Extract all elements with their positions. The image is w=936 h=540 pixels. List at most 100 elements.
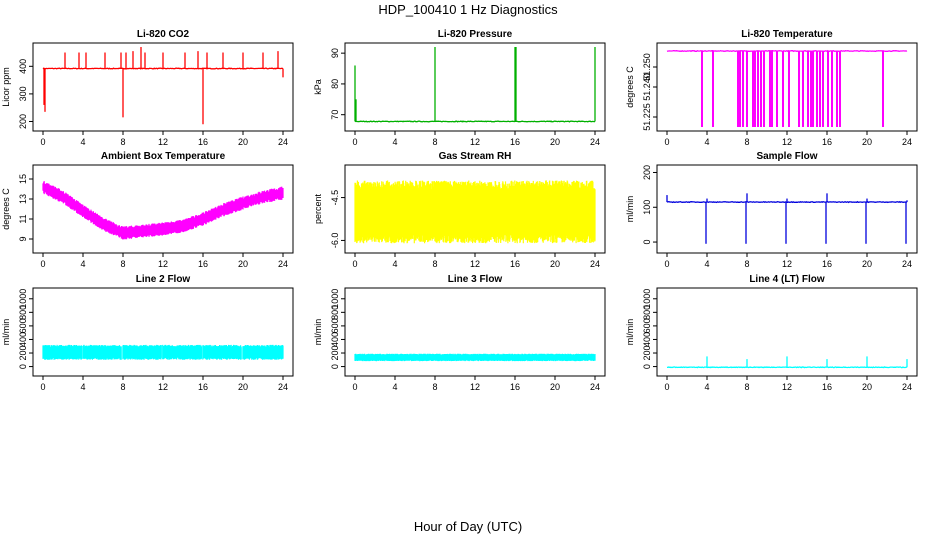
series-band bbox=[42, 181, 284, 240]
x-tick-label: 24 bbox=[590, 382, 600, 392]
panel-4: Ambient Box Temperature degrees C 0 4 8 12 16 2… bbox=[1, 151, 294, 269]
x-tick-label: 4 bbox=[392, 382, 397, 392]
y-axis-label: ml/min bbox=[625, 319, 635, 346]
y-tick-label: 15 bbox=[18, 174, 28, 184]
panel-3: Li-820 Temperature degrees C 0 4 8 12 16 20 24 51… bbox=[625, 29, 918, 147]
y-tick-label: 0 bbox=[642, 364, 652, 369]
x-tick-label: 24 bbox=[590, 137, 600, 147]
x-tick-label: 4 bbox=[704, 137, 709, 147]
panel-title: Line 2 Flow bbox=[136, 274, 191, 285]
x-tick-label: 24 bbox=[902, 259, 912, 269]
y-tick-label: 9 bbox=[18, 236, 28, 241]
x-tick-label: 20 bbox=[862, 382, 872, 392]
panel-2: Li-820 Pressure kPa 0 4 8 12 16 20 24 70 80 90 bbox=[313, 29, 606, 147]
panel-title: Li-820 CO2 bbox=[137, 29, 190, 40]
x-tick-label: 0 bbox=[352, 137, 357, 147]
y-axis-label: ml/min bbox=[625, 196, 635, 223]
y-tick-label: 51.240 bbox=[642, 73, 652, 101]
y-tick-label: 70 bbox=[330, 110, 340, 120]
x-tick-label: 4 bbox=[392, 259, 397, 269]
panel-title: Li-820 Temperature bbox=[741, 29, 833, 40]
x-tick-label: 8 bbox=[432, 137, 437, 147]
x-tick-label: 20 bbox=[862, 259, 872, 269]
x-tick-label: 16 bbox=[198, 137, 208, 147]
plot-frame bbox=[32, 287, 294, 377]
y-tick-label: 0 bbox=[18, 364, 28, 369]
x-tick-label: 16 bbox=[510, 382, 520, 392]
y-axis-label: Licor ppm bbox=[1, 67, 11, 107]
y-tick-label: 600 bbox=[18, 318, 28, 333]
x-tick-label: 20 bbox=[550, 259, 560, 269]
x-tick-label: 20 bbox=[238, 382, 248, 392]
plot-frame bbox=[656, 42, 918, 132]
x-tick-label: 20 bbox=[862, 137, 872, 147]
x-tick-label: 12 bbox=[158, 382, 168, 392]
y-tick-label: 0 bbox=[642, 240, 652, 245]
y-tick-label: 600 bbox=[330, 318, 340, 333]
x-tick-label: 0 bbox=[352, 259, 357, 269]
y-tick-label: 200 bbox=[18, 346, 28, 361]
x-tick-label: 12 bbox=[782, 137, 792, 147]
y-axis-label: kPa bbox=[313, 79, 323, 95]
y-tick-label: 600 bbox=[642, 318, 652, 333]
x-tick-label: 8 bbox=[120, 137, 125, 147]
x-tick-label: 12 bbox=[158, 259, 168, 269]
series-band bbox=[354, 353, 596, 362]
y-tick-label: 800 bbox=[18, 305, 28, 320]
panel-7: Line 2 Flow ml/min 0 4 8 12 16 20 24 0 20040060080… bbox=[1, 274, 294, 392]
x-tick-label: 16 bbox=[510, 259, 520, 269]
x-tick-label: 4 bbox=[704, 259, 709, 269]
x-tick-label: 24 bbox=[278, 259, 288, 269]
y-axis-label: ml/min bbox=[1, 319, 11, 346]
y-tick-label: 100 bbox=[642, 200, 652, 215]
x-tick-label: 8 bbox=[744, 259, 749, 269]
x-tick-label: 0 bbox=[40, 382, 45, 392]
x-tick-label: 16 bbox=[822, 259, 832, 269]
panel-title: Gas Stream RH bbox=[439, 151, 512, 162]
x-tick-label: 20 bbox=[550, 382, 560, 392]
x-tick-label: 16 bbox=[198, 259, 208, 269]
x-tick-label: 20 bbox=[550, 137, 560, 147]
x-tick-label: 16 bbox=[510, 137, 520, 147]
panel-title: Ambient Box Temperature bbox=[101, 151, 226, 162]
y-axis-label: degrees C bbox=[625, 66, 635, 108]
x-tick-label: 4 bbox=[80, 259, 85, 269]
panel-6: Sample Flow ml/min 0 4 8 12 16 20 24 0 100 200 bbox=[625, 151, 918, 269]
y-tick-label: 800 bbox=[642, 305, 652, 320]
x-tick-label: 0 bbox=[40, 259, 45, 269]
x-tick-label: 12 bbox=[158, 137, 168, 147]
x-tick-label: 4 bbox=[704, 382, 709, 392]
x-tick-label: 8 bbox=[744, 137, 749, 147]
panel-title: Line 4 (LT) Flow bbox=[749, 274, 825, 285]
x-tick-label: 12 bbox=[470, 259, 480, 269]
y-tick-label: 200 bbox=[642, 346, 652, 361]
y-tick-label: 400 bbox=[18, 332, 28, 347]
x-tick-label: 0 bbox=[40, 137, 45, 147]
x-tick-label: 24 bbox=[278, 382, 288, 392]
x-axis-label: Hour of Day (UTC) bbox=[414, 519, 522, 534]
x-tick-label: 12 bbox=[470, 137, 480, 147]
x-tick-label: 0 bbox=[352, 382, 357, 392]
x-tick-label: 0 bbox=[664, 259, 669, 269]
y-tick-label: 0 bbox=[330, 364, 340, 369]
x-tick-label: 8 bbox=[120, 259, 125, 269]
y-tick-label: 90 bbox=[330, 48, 340, 58]
series-band bbox=[354, 180, 596, 244]
panel-1: Li-820 CO2 Licor ppm 0 4 8 12 16 20 24 200 300 400 bbox=[1, 29, 294, 147]
y-tick-label: 1000 bbox=[642, 289, 652, 309]
x-tick-label: 16 bbox=[822, 382, 832, 392]
y-tick-label: 1000 bbox=[18, 289, 28, 309]
panel-9: Line 4 (LT) Flow ml/min 0 4 8 12 16 20 24 0 200400… bbox=[625, 274, 918, 392]
x-tick-label: 4 bbox=[80, 382, 85, 392]
y-tick-label: 51.250 bbox=[642, 53, 652, 81]
panel-title: Sample Flow bbox=[756, 151, 817, 162]
x-tick-label: 0 bbox=[664, 382, 669, 392]
series-line bbox=[42, 67, 284, 70]
x-tick-label: 12 bbox=[782, 382, 792, 392]
y-axis-label: ml/min bbox=[313, 319, 323, 346]
x-tick-label: 24 bbox=[278, 137, 288, 147]
x-tick-label: 24 bbox=[590, 259, 600, 269]
x-tick-label: 0 bbox=[664, 137, 669, 147]
y-tick-label: 11 bbox=[18, 214, 28, 223]
